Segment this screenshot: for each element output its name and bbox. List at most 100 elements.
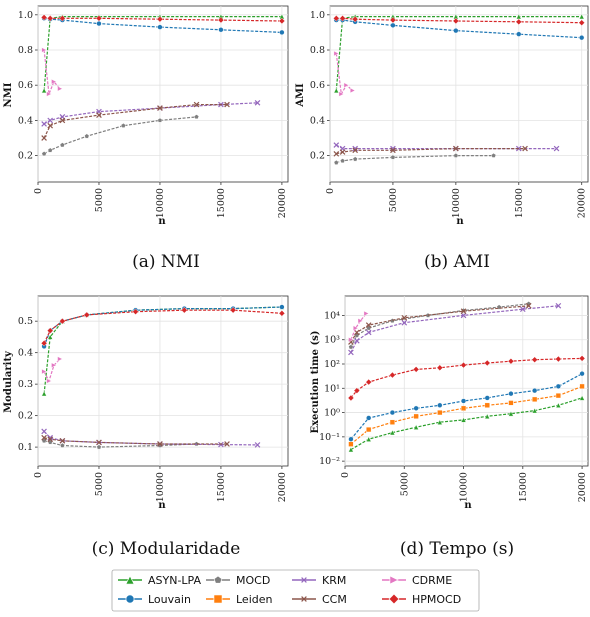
x-axis-label: n (456, 216, 464, 227)
data-point-louvain (484, 395, 490, 401)
series-line-ccm (43, 103, 227, 139)
data-point-ccm (401, 314, 408, 321)
data-point-hpmocd (578, 19, 585, 26)
y-tick-label: 10⁻¹ (319, 432, 340, 443)
series-hpmocd (40, 306, 286, 347)
data-point-cdrme (343, 82, 350, 88)
x-tick-label: 15000 (518, 472, 529, 502)
data-point-krm-b (254, 442, 261, 448)
legend-marker-b (301, 577, 307, 583)
data-point-hpmocd (452, 17, 460, 25)
series-group (347, 301, 586, 453)
legend-marker (388, 593, 400, 605)
x-tick-label: 5000 (94, 188, 105, 212)
data-point-cdrme (333, 50, 340, 57)
y-tick-label: 0.4 (18, 348, 33, 359)
data-point-asyn-lpa (579, 395, 585, 401)
data-point-ccm-b (333, 151, 340, 157)
data-point-ccm (390, 147, 396, 154)
data-point-ccm-b (354, 329, 360, 336)
series-hpmocd (40, 14, 286, 25)
data-point-leiden (508, 400, 514, 406)
x-tick-label: 5000 (388, 188, 399, 212)
x-tick-label: 15000 (216, 472, 227, 502)
data-point-ccm (59, 437, 66, 444)
data-point-cdrme (41, 47, 47, 53)
series-line-louvain (44, 17, 282, 33)
y-tick-label: 0.2 (310, 151, 325, 162)
data-point-mocd (120, 123, 126, 128)
data-point-mocd (157, 117, 163, 123)
y-tick-label: 10² (324, 359, 340, 370)
data-point-mocd (59, 442, 65, 448)
data-point-cdrme (51, 78, 57, 85)
data-point-mocd (491, 152, 497, 158)
x-tick-label: 0 (33, 472, 44, 478)
y-tick-label: 0.8 (310, 45, 325, 56)
data-point-hpmocd (59, 15, 66, 22)
data-point-krm (254, 99, 261, 106)
data-point-krm-b (254, 99, 261, 106)
data-point-cdrme (57, 356, 63, 362)
plot-area (344, 295, 589, 467)
data-point-louvain (555, 383, 561, 389)
series-line-asyn-lpa (43, 306, 282, 394)
legend-label: CDRME (412, 574, 452, 587)
data-point-hpmocd (484, 359, 491, 367)
data-point-mocd (41, 151, 47, 157)
y-tick-label: 10⁻² (319, 456, 340, 467)
data-point-ccm (96, 112, 102, 118)
chart-panel-execution-time: 10⁻² 10⁻¹ 10⁰ 10¹ 10² 10³ 10⁴ 0 5000 10000 15000 20… (310, 295, 589, 511)
x-tick-label: 0 (340, 472, 351, 478)
legend-item-mocd: MOCD (206, 574, 270, 587)
data-point-ccm-b (352, 147, 358, 154)
data-point-louvain (460, 398, 467, 404)
legend-item-louvain: Louvain (118, 593, 191, 606)
data-point-krm-b (460, 312, 467, 319)
legend-item-krm: KRM (292, 574, 346, 587)
series-louvain (348, 371, 585, 442)
data-point-louvain (453, 28, 459, 34)
data-point-hpmocd (460, 361, 467, 369)
data-point-hpmocd (156, 16, 164, 23)
y-tick-label: 0.4 (18, 115, 33, 126)
data-point-ccm-b (339, 149, 346, 155)
data-point-krm (41, 428, 47, 435)
data-point-leiden (348, 441, 354, 447)
series-line-hpmocd (350, 357, 583, 399)
data-point-leiden (389, 419, 396, 425)
y-tick-label: 0.1 (18, 442, 33, 453)
data-point-hpmocd (412, 366, 420, 373)
data-point-asyn-lpa (531, 407, 538, 414)
series-line-cdrme (350, 313, 367, 340)
series-ccm (41, 101, 230, 141)
data-point-asyn-lpa (555, 402, 562, 408)
data-point-krm-b (348, 349, 354, 356)
legend-item-leiden: Leiden (206, 593, 273, 606)
series-group (40, 304, 286, 450)
data-point-louvain (389, 409, 396, 416)
data-point-mocd (84, 133, 90, 139)
data-point-asyn-lpa (348, 446, 354, 453)
y-tick-label: 10¹ (324, 383, 340, 394)
data-point-hpmocd (339, 15, 346, 22)
data-point-cdrme (338, 91, 345, 97)
data-point-cdrme (46, 378, 52, 384)
data-point-hpmocd (229, 306, 237, 314)
x-tick-label: 15000 (514, 188, 525, 218)
data-point-ccm-b (47, 436, 54, 443)
data-point-ccm-b (348, 339, 354, 345)
data-point-ccm (41, 434, 47, 441)
chart-panel-modularity: 0.1 0.2 0.3 0.4 0.5 0 5000 10000 15000 20000 n Modu… (3, 295, 289, 511)
data-point-hpmocd (353, 387, 361, 394)
data-point-ccm-b (59, 437, 66, 444)
data-point-leiden (366, 426, 372, 433)
data-point-asyn-lpa (47, 334, 53, 340)
data-point-ccm (354, 329, 360, 336)
data-point-ccm (96, 439, 102, 446)
data-point-hpmocd (47, 15, 54, 22)
data-point-hpmocd (47, 327, 54, 334)
y-tick-label: 0.4 (310, 115, 325, 126)
data-point-krm-b (401, 319, 408, 326)
